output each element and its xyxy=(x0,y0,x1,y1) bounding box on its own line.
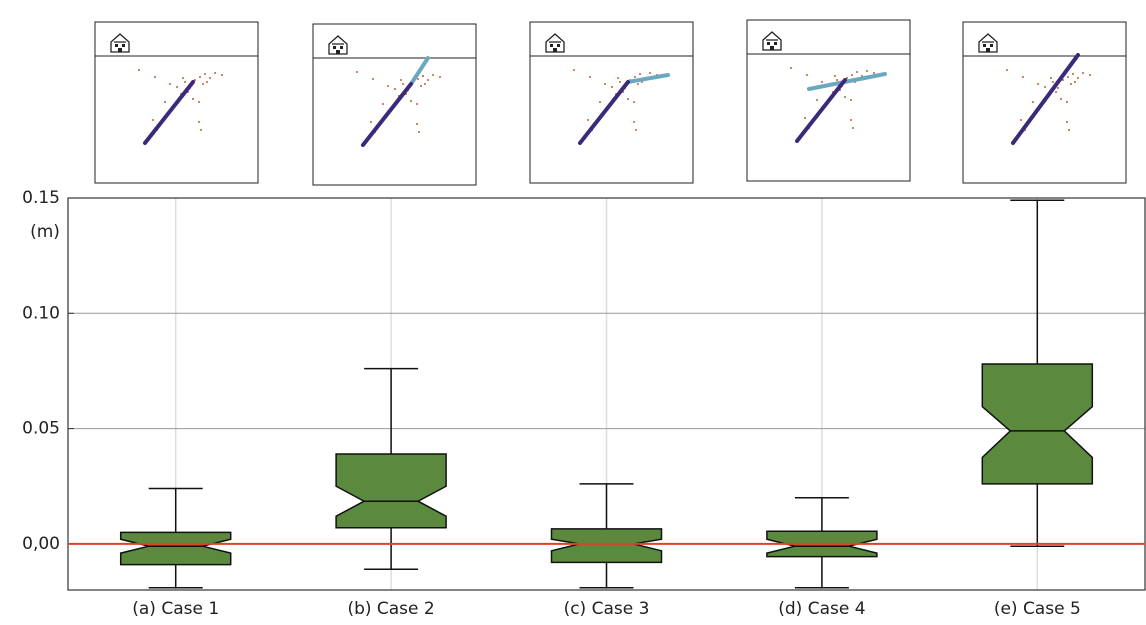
y-tick-label: 0.05 xyxy=(22,419,60,439)
thumbnail xyxy=(962,21,1127,184)
thumbnail xyxy=(529,21,694,184)
thumbnail xyxy=(94,21,259,184)
x-tick-label: (e) Case 5 xyxy=(994,599,1081,619)
x-tick-label: (c) Case 3 xyxy=(564,599,650,619)
thumbnail xyxy=(312,23,477,186)
y-tick-label: 0,00 xyxy=(22,534,60,554)
box xyxy=(550,528,663,564)
box xyxy=(981,363,1094,485)
y-axis-label: (m) xyxy=(30,222,60,242)
x-tick-label: (a) Case 1 xyxy=(132,599,219,619)
plot-frame xyxy=(67,197,1146,591)
y-tick-label: 0.15 xyxy=(22,188,60,208)
x-tick-label: (b) Case 2 xyxy=(347,599,434,619)
box xyxy=(119,531,232,566)
y-tick-label: 0.10 xyxy=(22,303,60,323)
box xyxy=(335,453,447,529)
x-tick-label: (d) Case 4 xyxy=(778,599,865,619)
thumbnail xyxy=(746,19,911,182)
